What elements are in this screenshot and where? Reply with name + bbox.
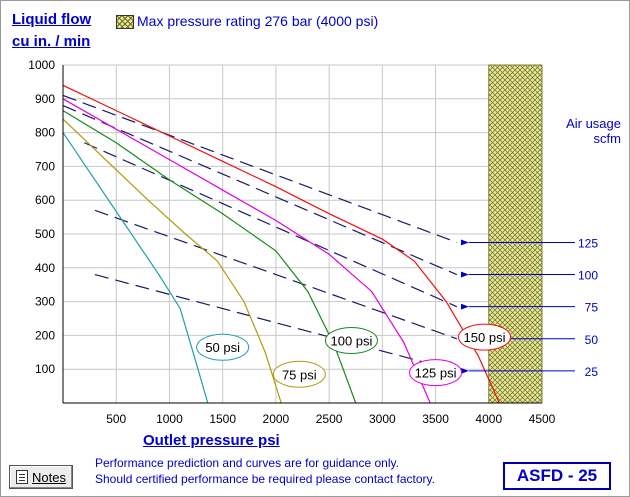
annotation-oval-0 xyxy=(196,333,250,361)
notes-button[interactable]: Notes xyxy=(9,465,73,489)
air-usage-line-75 xyxy=(84,142,458,308)
notes-label: Notes xyxy=(32,469,66,485)
series-line-125-psi xyxy=(62,98,431,404)
y-tick-label-900: 900 xyxy=(35,92,55,106)
air-usage-line-100 xyxy=(62,105,458,276)
x-tick-label-4000: 4000 xyxy=(475,412,502,426)
annotation-oval-3 xyxy=(409,359,463,387)
disclaimer-line2: Should certified performance be required… xyxy=(95,472,435,486)
max-pressure-region xyxy=(488,64,543,404)
air-usage-value-100: 100 xyxy=(578,269,598,283)
notes-icon xyxy=(16,470,29,484)
air-usage-value-75: 75 xyxy=(585,301,599,315)
annotation-label-0: 50 psi xyxy=(205,340,240,355)
x-tick-label-2000: 2000 xyxy=(263,412,290,426)
x-tick-label-2500: 2500 xyxy=(316,412,343,426)
y-tick-label-600: 600 xyxy=(35,193,55,207)
model-badge: ASFD - 25 xyxy=(503,462,611,490)
y-tick-label-1000: 1000 xyxy=(28,58,55,72)
y-tick-label-100: 100 xyxy=(35,362,55,376)
series-line-150-psi xyxy=(62,84,500,404)
disclaimer-text: Performance prediction and curves are fo… xyxy=(95,455,435,487)
annotation-label-3: 125 psi xyxy=(415,366,457,381)
air-usage-lines xyxy=(62,94,458,372)
y-tick-label-300: 300 xyxy=(35,295,55,309)
air-usage-value-125: 125 xyxy=(578,236,598,250)
annotation-label-4: 150 psi xyxy=(464,330,506,345)
legend-max-pressure: Max pressure rating 276 bar (4000 psi) xyxy=(137,13,379,29)
annotation-label-2: 100 psi xyxy=(331,333,373,348)
y-tick-label-400: 400 xyxy=(35,261,55,275)
xaxis-title: Outlet pressure psi xyxy=(143,432,280,449)
annotation-oval-1 xyxy=(272,360,326,388)
y-tick-label-200: 200 xyxy=(35,328,55,342)
x-tick-label-3000: 3000 xyxy=(369,412,396,426)
air-usage-line-50 xyxy=(94,209,458,340)
annotation-oval-4 xyxy=(458,323,512,351)
yaxis-title-line1: Liquid flow xyxy=(12,11,92,28)
disclaimer-line1: Performance prediction and curves are fo… xyxy=(95,456,399,470)
air-usage-value-50: 50 xyxy=(585,333,599,347)
series-line-50-psi xyxy=(62,132,209,404)
max-pressure-swatch xyxy=(116,15,134,29)
air-usage-value-25: 25 xyxy=(585,365,599,379)
air-usage-line-125 xyxy=(62,94,458,244)
x-tick-label-4500: 4500 xyxy=(529,412,556,426)
air-usage-title-line1: Air usage xyxy=(566,116,621,131)
air-usage-title-line2: scfm xyxy=(593,131,621,146)
x-tick-label-500: 500 xyxy=(106,412,126,426)
yaxis-title-line2: cu in. / min xyxy=(12,33,91,50)
annotation-label-1: 75 psi xyxy=(282,367,317,382)
annotation-oval-2 xyxy=(324,326,378,354)
y-tick-label-700: 700 xyxy=(35,159,55,173)
x-tick-label-1500: 1500 xyxy=(209,412,236,426)
x-tick-label-3500: 3500 xyxy=(422,412,449,426)
series-line-75-psi xyxy=(62,118,282,404)
y-tick-label-800: 800 xyxy=(35,126,55,140)
air-usage-title: Air usage scfm xyxy=(555,116,621,146)
x-tick-label-1000: 1000 xyxy=(156,412,183,426)
y-tick-label-500: 500 xyxy=(35,227,55,241)
